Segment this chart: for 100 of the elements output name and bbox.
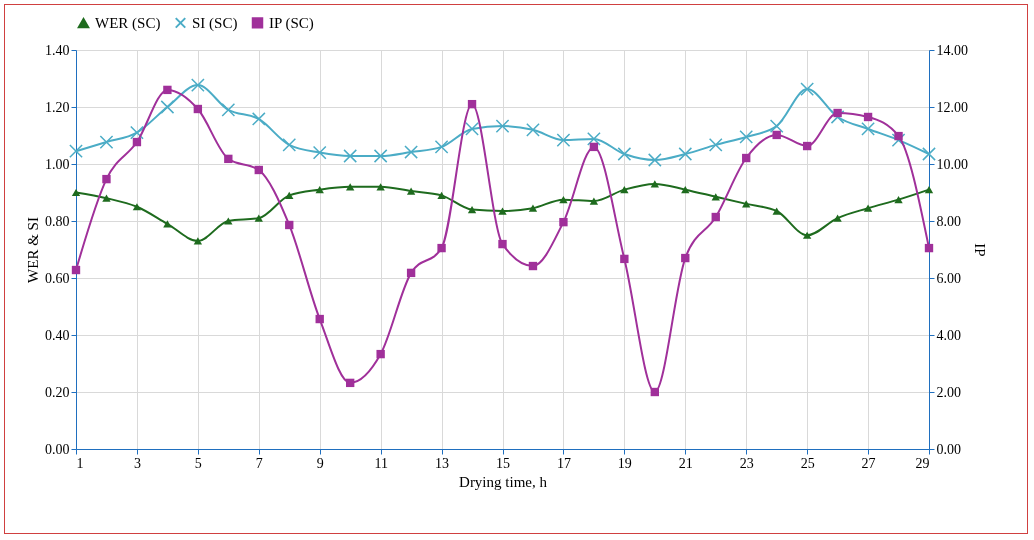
point [102, 174, 111, 184]
point [132, 137, 142, 147]
point [587, 132, 601, 146]
x-tick-label: 25 [800, 455, 815, 471]
x-tick-label: 3 [133, 455, 141, 471]
point [769, 119, 784, 133]
point [71, 265, 81, 275]
x-tick-label: 27 [861, 455, 876, 471]
x-tick-label: 7 [255, 455, 263, 471]
y-tick-label: 0.20 [45, 384, 70, 400]
point [406, 268, 416, 278]
point [163, 85, 172, 95]
x-tick-label: 1 [76, 455, 84, 471]
point [434, 140, 449, 154]
point [742, 153, 751, 163]
point [102, 194, 111, 202]
point [251, 112, 266, 126]
point [404, 145, 418, 159]
legend-label: IP (SC) [269, 14, 314, 32]
point [891, 133, 906, 147]
y-tick-label: 0.00 [45, 441, 70, 457]
point [739, 130, 754, 144]
point [376, 349, 385, 359]
point [465, 122, 479, 136]
point [526, 122, 540, 137]
point [221, 102, 236, 117]
point [924, 243, 934, 253]
x-tick-label: 9 [316, 455, 324, 471]
point [315, 186, 324, 194]
point [132, 203, 142, 211]
point [343, 149, 358, 163]
y-tick-label: 0.40 [45, 327, 70, 343]
point [346, 378, 355, 388]
x-tick-label: 5 [194, 455, 202, 471]
point [863, 112, 873, 122]
point [678, 147, 693, 161]
point [315, 314, 324, 324]
point [71, 188, 81, 197]
y2-axis-title: IP [972, 243, 988, 257]
point [620, 186, 629, 194]
point [681, 253, 690, 263]
point [99, 135, 114, 149]
point [556, 133, 571, 147]
point [467, 99, 477, 109]
y-tick-label: 0.80 [45, 213, 70, 229]
x-tick-label: 29 [915, 455, 930, 471]
point [437, 243, 446, 253]
point [589, 142, 599, 152]
x-tick-label: 19 [617, 455, 632, 471]
point [130, 125, 144, 140]
point [406, 187, 416, 195]
y2-tick-label: 12.00 [936, 99, 968, 115]
y-tick-label: 1.20 [45, 99, 70, 115]
point [772, 207, 781, 215]
y-tick-label: 1.40 [45, 42, 70, 58]
point [498, 207, 507, 215]
y2-tick-label: 8.00 [936, 213, 961, 229]
point [802, 231, 812, 239]
point [650, 387, 660, 397]
x-tick-label: 15 [496, 455, 510, 471]
y2-tick-label: 14.00 [936, 42, 968, 58]
y2-tick-label: 0.00 [936, 441, 961, 457]
point [833, 214, 842, 222]
point [437, 191, 446, 199]
point [224, 154, 233, 164]
point [742, 200, 751, 208]
y2-tick-label: 10.00 [936, 156, 968, 172]
point [193, 237, 203, 245]
point [495, 119, 510, 133]
x-tick-label: 21 [678, 455, 693, 471]
y-axis-title: WER & SI [25, 217, 41, 283]
point [282, 138, 297, 152]
point [224, 217, 233, 225]
x-axis-title: Drying time, h [459, 473, 548, 490]
point [711, 212, 720, 222]
point [711, 193, 720, 201]
point [894, 196, 903, 204]
point [376, 183, 385, 191]
point [346, 183, 355, 191]
point [160, 100, 175, 114]
point [373, 149, 388, 163]
point [833, 108, 842, 118]
point [650, 180, 659, 188]
point [800, 82, 815, 96]
point [924, 186, 934, 194]
point [498, 239, 507, 249]
x-tick-label: 13 [435, 455, 450, 471]
point [617, 147, 632, 161]
point [190, 78, 205, 92]
legend-label: SI (SC) [192, 14, 238, 32]
point [528, 204, 538, 212]
point [681, 186, 690, 194]
point [193, 104, 203, 114]
point [802, 141, 812, 151]
legend-label: WER (SC) [95, 15, 161, 33]
point [285, 191, 294, 199]
point [467, 205, 477, 214]
x-tick-label: 23 [739, 455, 754, 471]
point [894, 131, 903, 141]
point [589, 197, 599, 205]
